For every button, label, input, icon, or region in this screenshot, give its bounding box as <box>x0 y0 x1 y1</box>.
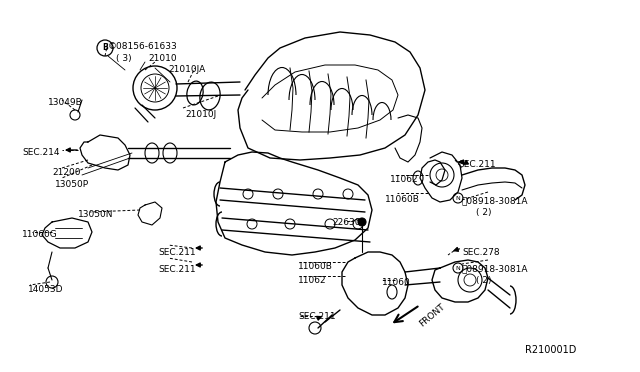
Text: 21010JA: 21010JA <box>168 65 205 74</box>
Text: 14053D: 14053D <box>28 285 63 294</box>
Text: 11060B: 11060B <box>385 195 420 204</box>
Text: SEC.278: SEC.278 <box>462 248 500 257</box>
Text: SEC.211: SEC.211 <box>298 312 335 321</box>
Text: 11062: 11062 <box>390 175 419 184</box>
Text: 13049B: 13049B <box>48 98 83 107</box>
Text: ⓝ08918-3081A: ⓝ08918-3081A <box>462 196 529 205</box>
Text: ( 3): ( 3) <box>116 54 132 63</box>
Text: ⓝ08918-3081A: ⓝ08918-3081A <box>462 264 529 273</box>
Text: N: N <box>456 196 460 201</box>
Text: 11060G: 11060G <box>22 230 58 239</box>
Text: 22630: 22630 <box>332 218 360 227</box>
Text: 13050P: 13050P <box>55 180 89 189</box>
Text: ( 2): ( 2) <box>476 208 492 217</box>
Text: 11060: 11060 <box>382 278 411 287</box>
Text: R210001D: R210001D <box>525 345 577 355</box>
Text: FRONT: FRONT <box>418 302 447 328</box>
Text: 21010J: 21010J <box>185 110 216 119</box>
Circle shape <box>358 218 366 226</box>
Text: 11062: 11062 <box>298 276 326 285</box>
Text: B: B <box>102 44 108 52</box>
Text: SEC.214: SEC.214 <box>22 148 60 157</box>
Text: SEC.211: SEC.211 <box>158 248 196 257</box>
Text: 11060B: 11060B <box>298 262 333 271</box>
Text: 21200: 21200 <box>52 168 81 177</box>
Text: ©08156-61633: ©08156-61633 <box>108 42 178 51</box>
Text: N: N <box>456 266 460 270</box>
Text: ( 2): ( 2) <box>476 276 492 285</box>
Text: SEC.211: SEC.211 <box>458 160 495 169</box>
Text: 13050N: 13050N <box>78 210 113 219</box>
Text: 21010: 21010 <box>148 54 177 63</box>
Text: SEC.211: SEC.211 <box>158 265 196 274</box>
